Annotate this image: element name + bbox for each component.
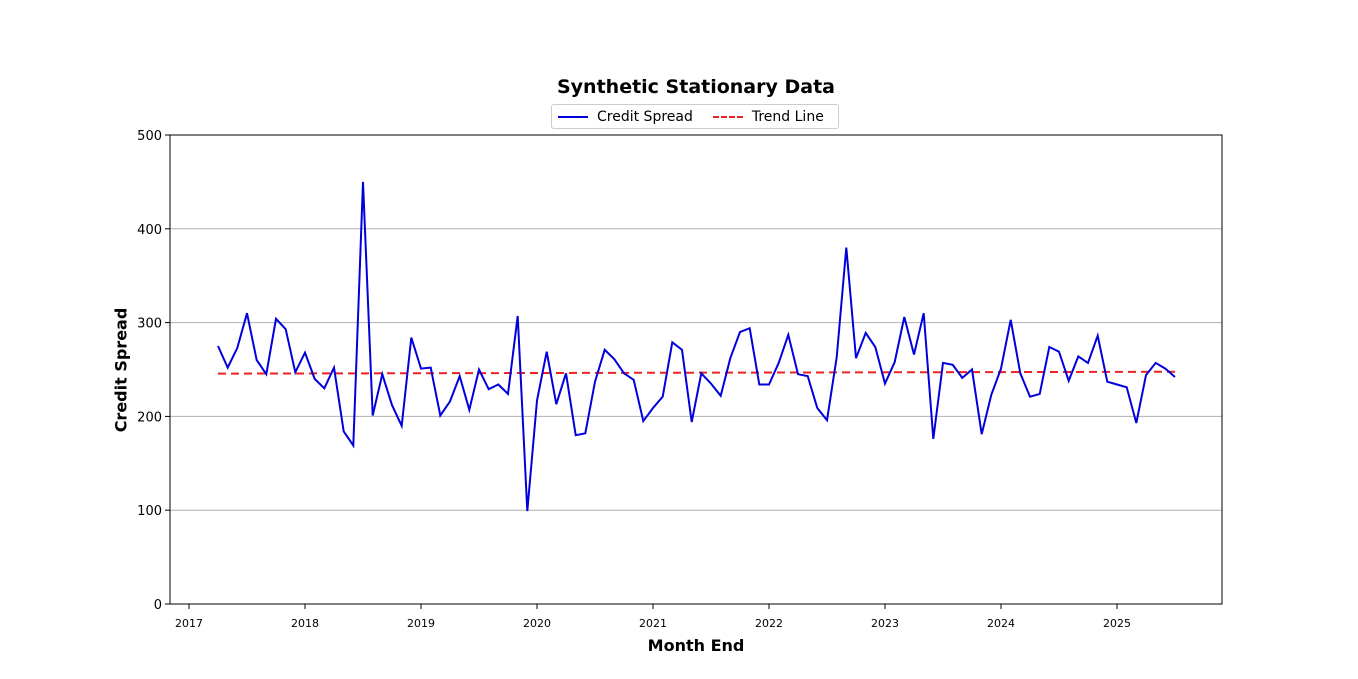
x-tick-label: 2020 [523,617,551,630]
y-tick-label: 300 [137,317,162,332]
x-tick-label: 2025 [1103,617,1131,630]
dashed-line-swatch-icon [712,115,743,118]
legend-label: Trend Line [751,108,824,125]
trend-line [217,370,1176,375]
chart-title: Synthetic Stationary Data [556,76,835,98]
y-tick-label: 400 [137,223,162,238]
x-tick-label: 2021 [639,617,667,630]
y-tick-label: 0 [154,598,162,613]
x-axis-ticks: 2017 2018 2019 2020 2021 2022 2023 2024 2025 [175,604,1131,630]
solid-line-swatch-icon [558,115,588,118]
x-tick-label: 2019 [407,617,435,630]
legend-item-trend-line: Trend Line [712,108,824,125]
x-tick-label: 2022 [755,617,783,630]
y-tick-label: 100 [137,504,162,519]
x-tick-label: 2018 [291,617,319,630]
y-gridlines [170,228,1222,511]
x-tick-label: 2023 [871,617,899,630]
legend-item-credit-spread: Credit Spread [558,109,693,125]
x-tick-label: 2024 [987,617,1015,630]
plot-frame [169,134,1223,605]
x-tick-label: 2017 [175,617,203,630]
y-axis-label: Credit Spread [111,307,131,433]
y-tick-label: 500 [137,129,162,144]
y-axis-ticks: 0 100 200 300 400 500 [137,129,170,613]
y-tick-label: 200 [137,410,162,425]
credit-spread-line [217,181,1176,512]
x-axis-label: Month End [647,636,745,655]
legend-label: Credit Spread [597,108,693,125]
legend: Credit Spread Trend Line [551,104,839,129]
